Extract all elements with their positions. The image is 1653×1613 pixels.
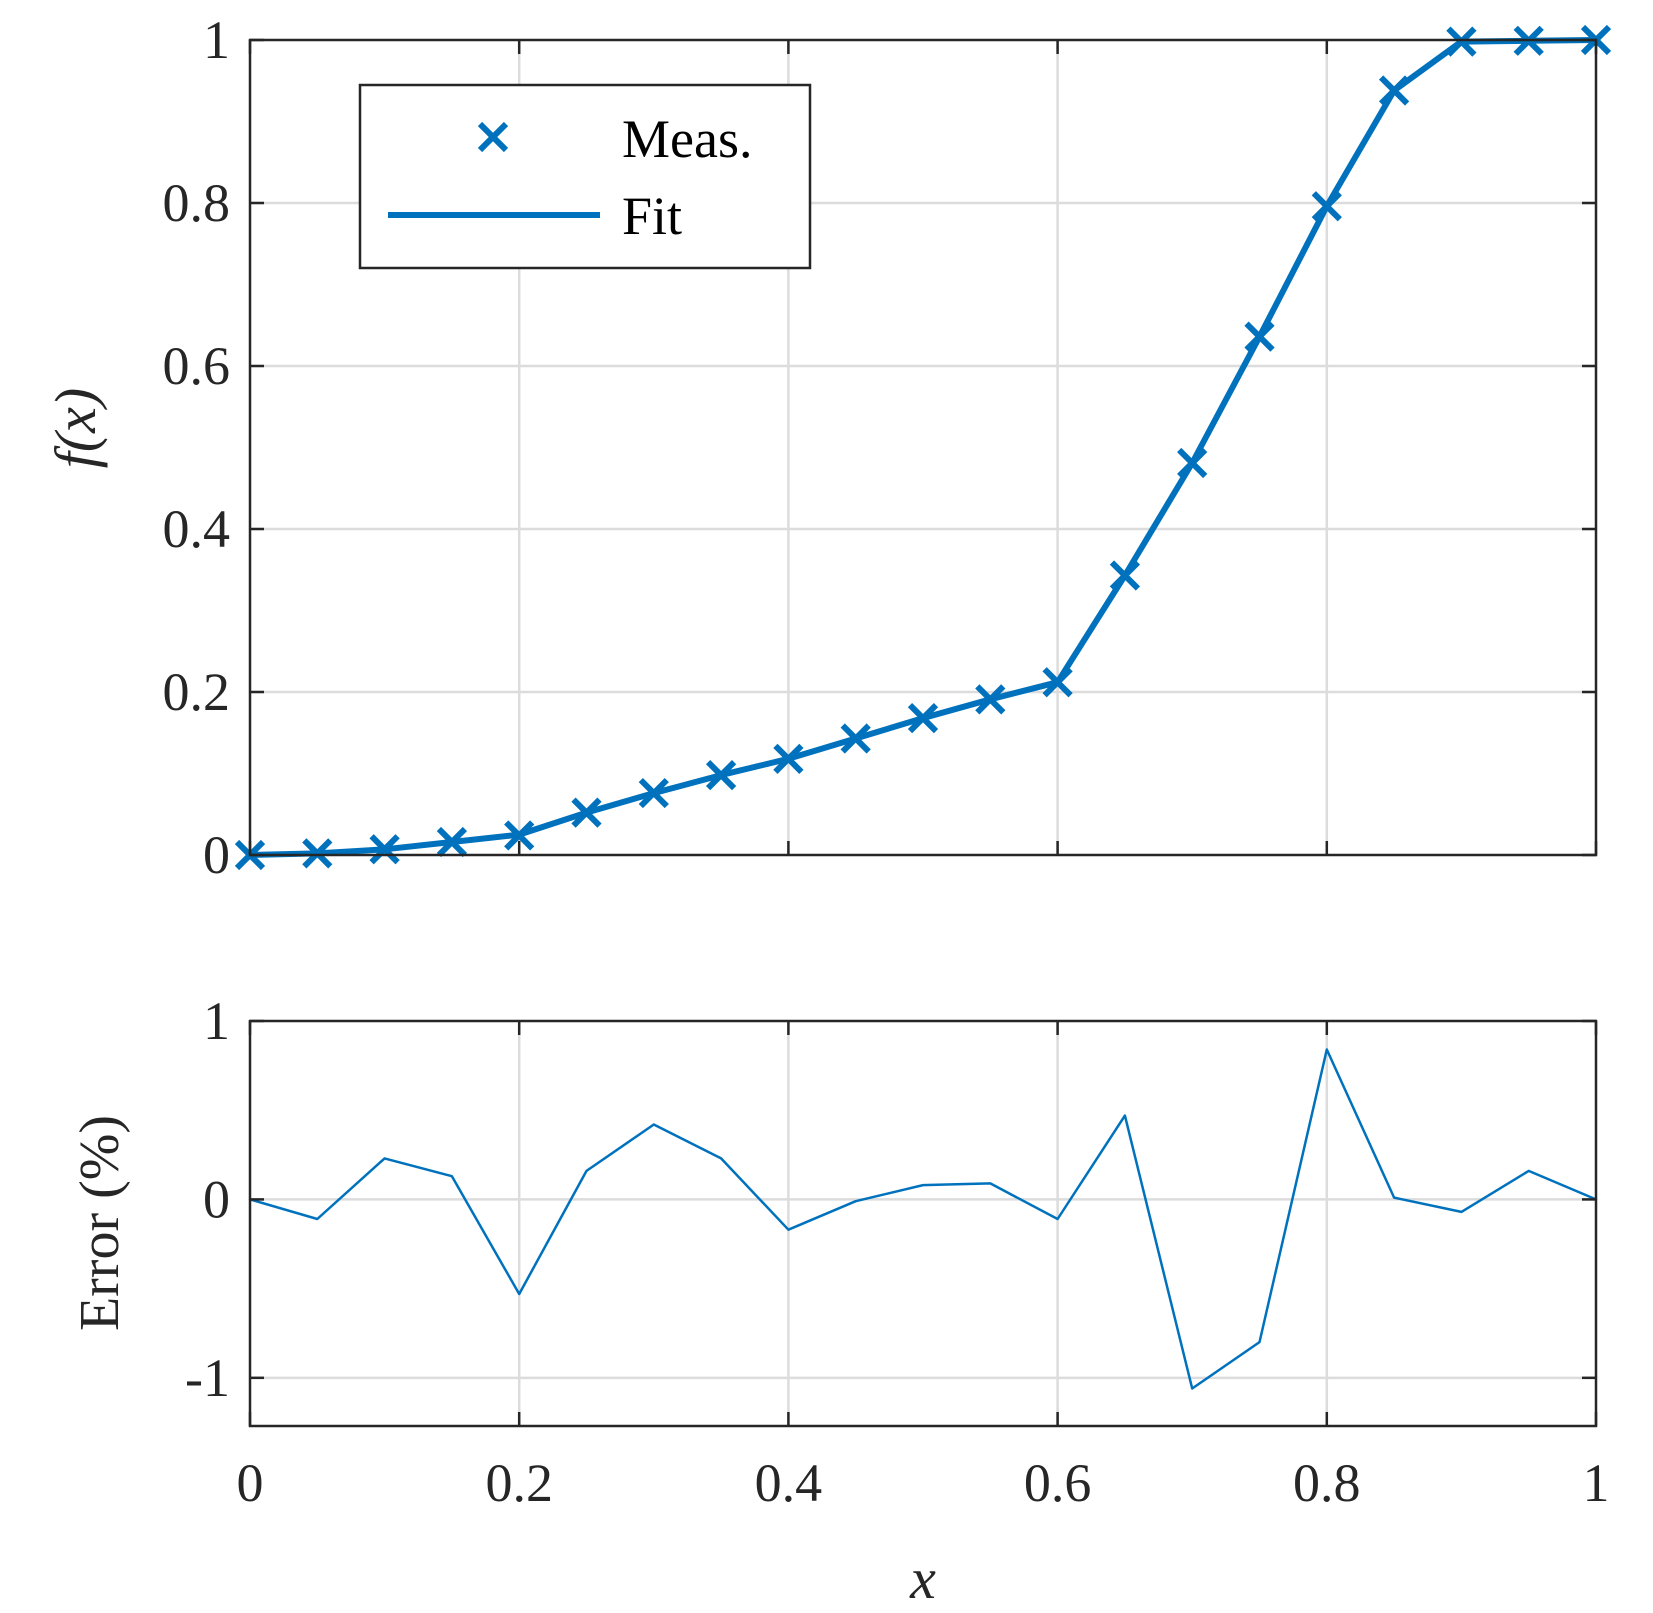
- top-series: [234, 24, 1612, 871]
- bottom-y-tick-labels: -1 0 1: [185, 991, 230, 1408]
- bottom-x-tick-labels: 0 0.2 0.4 0.6 0.8 1: [237, 1453, 1610, 1513]
- top-y-tick-labels: 0 0.2 0.4 0.6 0.8 1: [163, 10, 231, 885]
- top-series-line-1: [247, 37, 1599, 858]
- top-axes-box: [248, 38, 1598, 857]
- legend: Meas. Fit: [358, 83, 812, 270]
- bottom-series: [248, 1048, 1598, 1390]
- bot-y-tick-label: 1: [203, 991, 230, 1051]
- bottom-gridlines: [250, 1021, 1596, 1426]
- bot-x-tick-label: 0.4: [755, 1453, 823, 1513]
- legend-box: [358, 83, 812, 270]
- bot-y-tick-label: -1: [185, 1348, 230, 1408]
- top-y-tick-label: 0.6: [163, 336, 231, 396]
- top-y-tick-label: 0: [203, 825, 230, 885]
- bottom-tick-marks: [248, 1019, 1598, 1426]
- top-y-tick-label: 0.4: [163, 499, 231, 559]
- bot-x-tick-label: 1: [1583, 1453, 1610, 1513]
- legend-label-meas: Meas.: [622, 109, 752, 169]
- bot-x-tick-label: 0: [237, 1453, 264, 1513]
- top-y-tick-label: 0.2: [163, 662, 231, 722]
- top-plot: 0 0.2 0.4 0.6 0.8 1 f(x) Meas. Fit: [43, 10, 1612, 885]
- legend-label-fit: Fit: [622, 186, 682, 246]
- bot-x-tick-label: 0.2: [485, 1453, 553, 1513]
- bottom-x-axis-label: x: [909, 1546, 936, 1611]
- bottom-plot: -101 0 0.2 0.4 0.6 0.8 1 Error (%) x: [69, 991, 1610, 1611]
- bottom-y-axis-label: Error (%): [69, 1115, 131, 1331]
- bot-y-tick-label: 0: [203, 1169, 230, 1229]
- top-y-tick-label: 1: [203, 10, 230, 70]
- legend-marker-meas: [477, 121, 509, 153]
- top-tick-marks: [248, 38, 1598, 857]
- bottom-axes-box: [248, 1019, 1598, 1428]
- bot-x-tick-label: 0.8: [1293, 1453, 1361, 1513]
- bot-series-line-0: [248, 1048, 1598, 1390]
- top-y-axis-label: f(x): [43, 388, 108, 469]
- bot-x-tick-label: 0.6: [1024, 1453, 1092, 1513]
- top-y-tick-label: 0.8: [163, 173, 231, 233]
